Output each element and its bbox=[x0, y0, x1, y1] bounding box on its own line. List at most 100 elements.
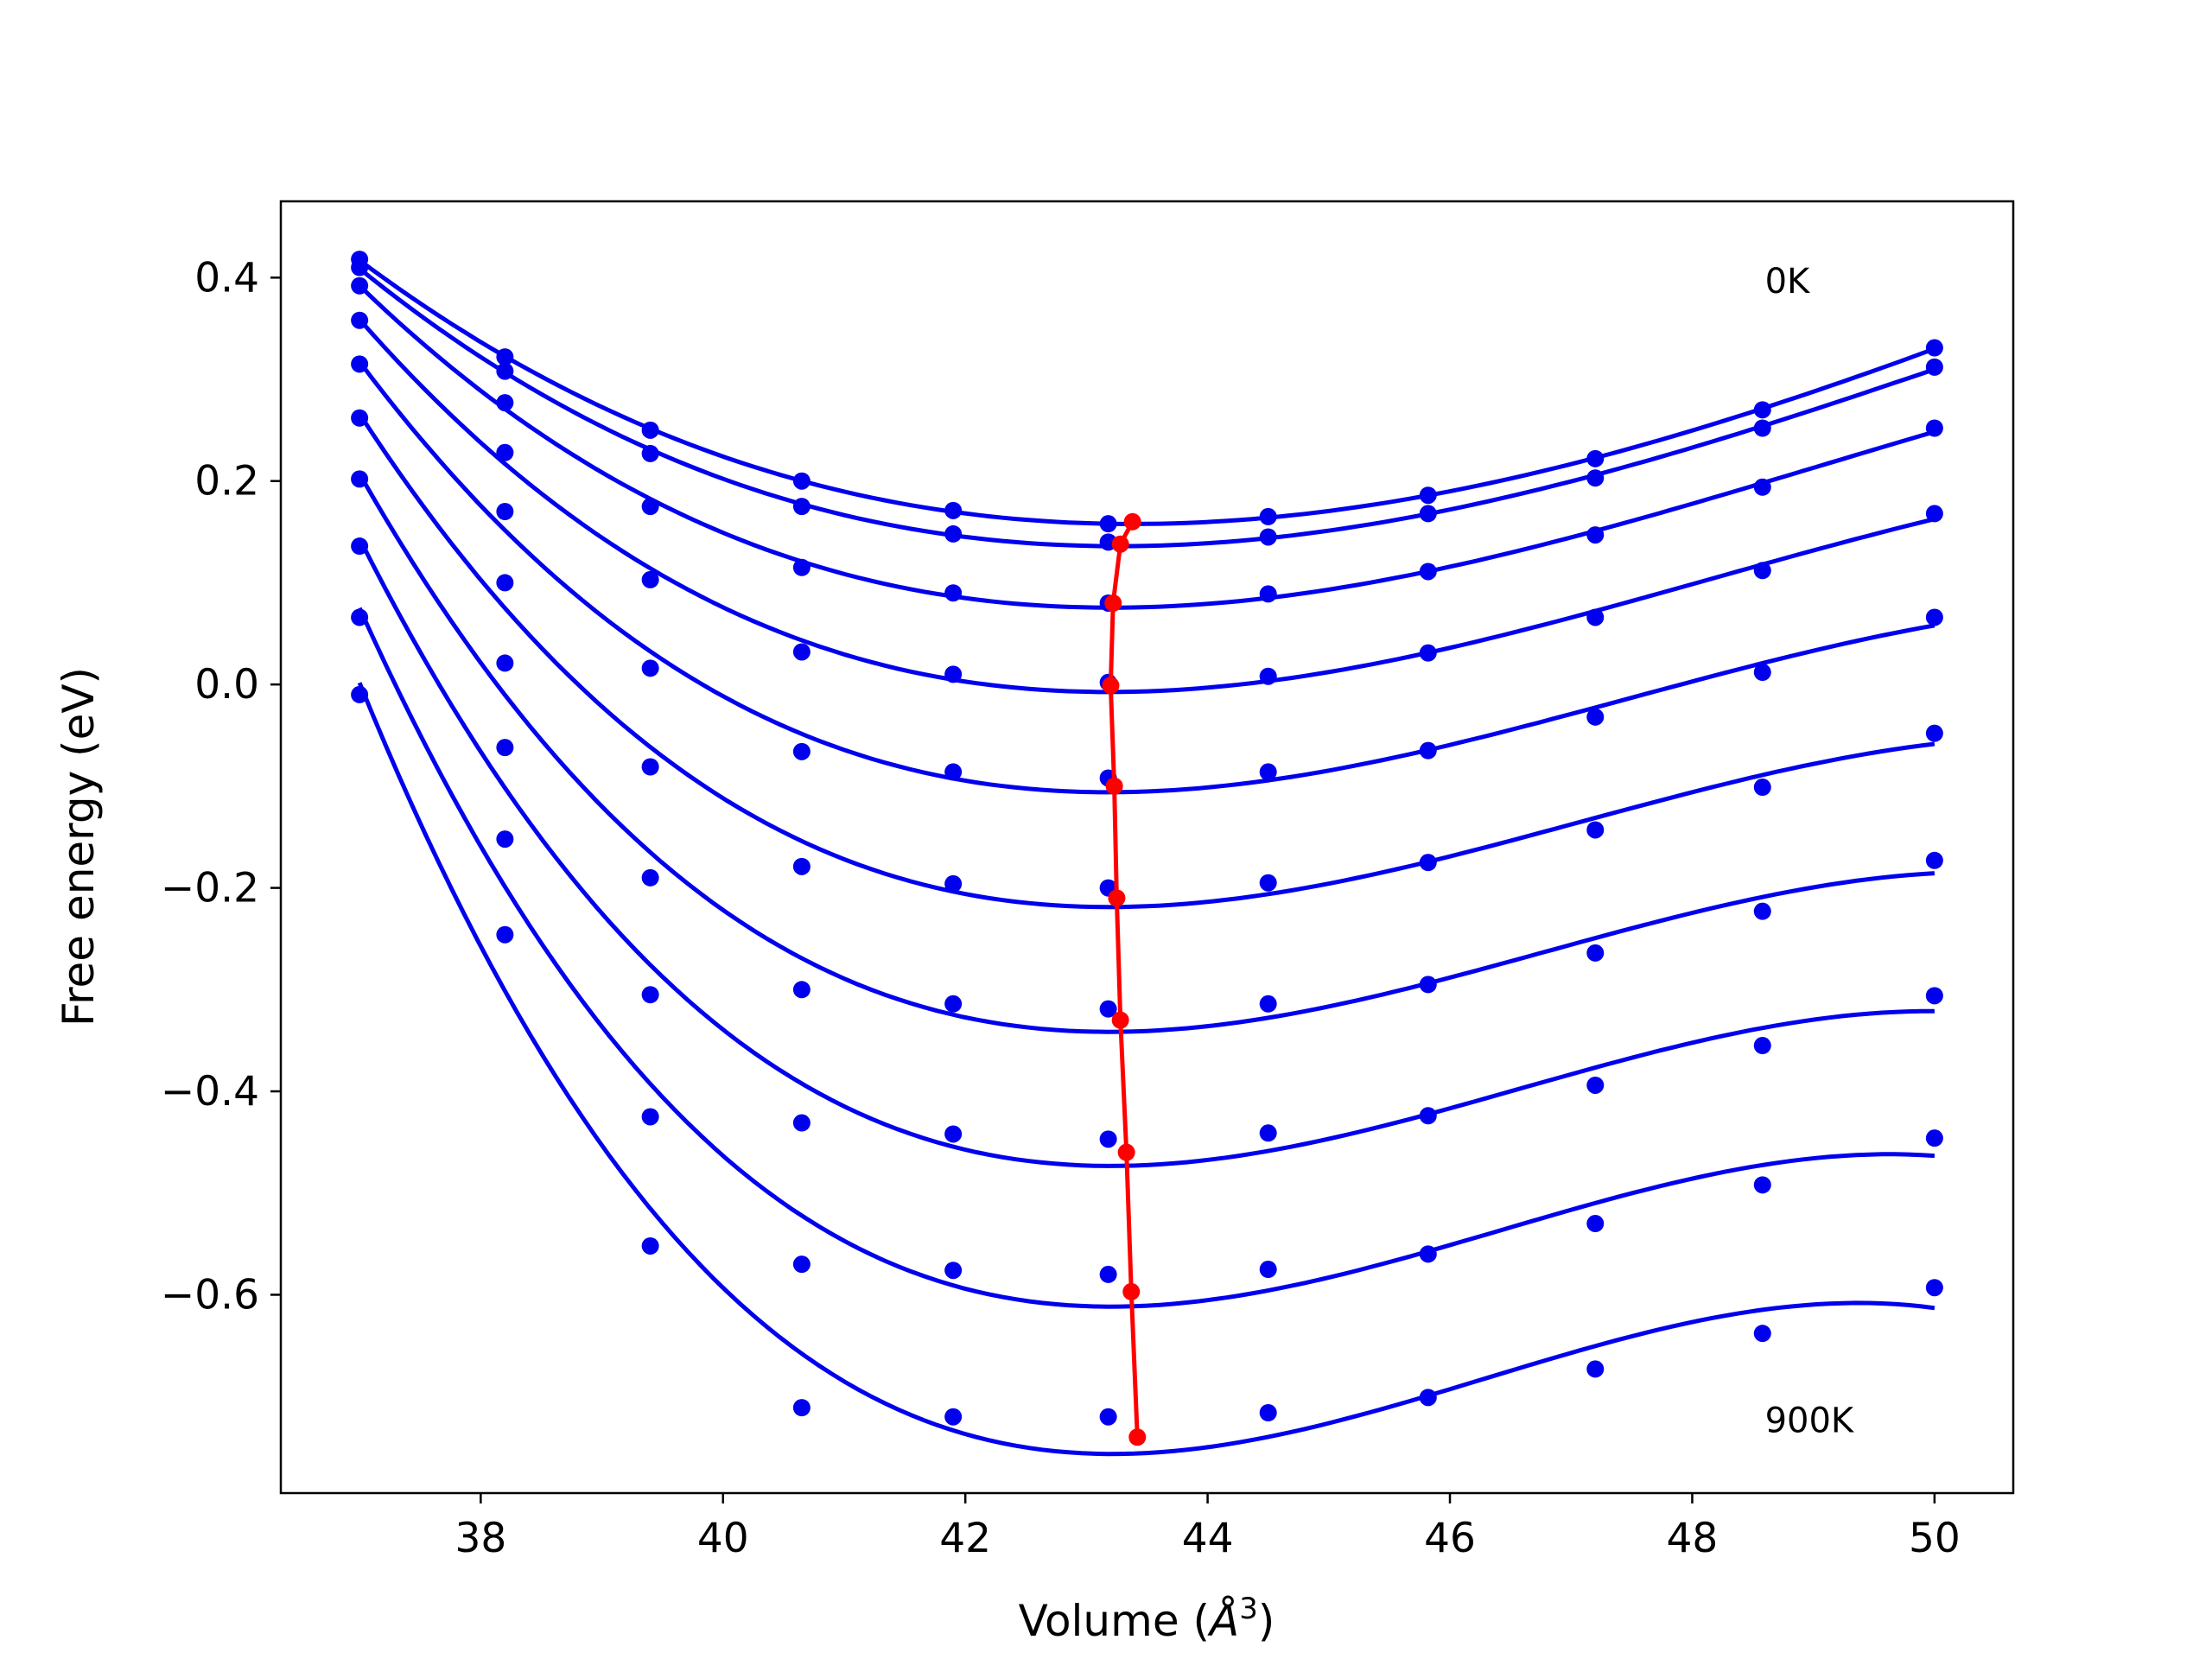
data-point-1-3 bbox=[792, 498, 810, 516]
data-point-0-8 bbox=[1586, 449, 1605, 467]
fit-curve-7 bbox=[357, 537, 1935, 1168]
data-point-5-0 bbox=[351, 409, 369, 427]
data-point-3-8 bbox=[1586, 608, 1605, 626]
data-point-9-9 bbox=[1753, 1325, 1771, 1343]
y-tick-label: 0.4 bbox=[194, 254, 259, 302]
data-point-4-7 bbox=[1419, 741, 1437, 760]
fit-curves bbox=[357, 258, 1936, 1457]
data-point-6-7 bbox=[1419, 976, 1437, 994]
data-point-5-8 bbox=[1586, 821, 1605, 839]
data-point-6-8 bbox=[1586, 944, 1605, 962]
data-point-0-2 bbox=[641, 421, 659, 439]
data-point-7-4 bbox=[944, 1125, 963, 1143]
minimum-point-7 bbox=[1117, 1143, 1135, 1161]
minimum-point-3 bbox=[1102, 677, 1120, 695]
annotation-900k: 900K bbox=[1765, 1401, 1855, 1440]
data-point-6-5 bbox=[1099, 1000, 1117, 1018]
data-point-0-1 bbox=[496, 348, 514, 366]
data-point-1-2 bbox=[641, 444, 659, 462]
data-point-1-0 bbox=[351, 258, 369, 276]
data-point-4-1 bbox=[496, 503, 514, 521]
data-point-1-9 bbox=[1753, 419, 1771, 437]
data-point-8-0 bbox=[351, 608, 369, 626]
data-point-8-1 bbox=[496, 830, 514, 849]
y-tick-label: −0.6 bbox=[161, 1271, 259, 1319]
data-point-8-3 bbox=[792, 1255, 810, 1274]
data-point-9-1 bbox=[496, 925, 514, 944]
data-point-6-0 bbox=[351, 470, 369, 488]
data-point-0-4 bbox=[944, 501, 963, 519]
data-point-5-3 bbox=[792, 857, 810, 875]
data-point-2-0 bbox=[351, 276, 369, 295]
minimum-point-9 bbox=[1128, 1428, 1147, 1446]
data-point-1-8 bbox=[1586, 469, 1605, 487]
data-point-7-7 bbox=[1419, 1107, 1437, 1125]
data-point-3-0 bbox=[351, 311, 369, 329]
data-point-1-10 bbox=[1925, 358, 1943, 376]
x-tick-label: 38 bbox=[454, 1515, 506, 1562]
data-point-4-3 bbox=[792, 742, 810, 760]
x-axis-label-symbol: Å bbox=[1207, 1596, 1239, 1646]
data-point-3-1 bbox=[496, 443, 514, 461]
data-point-7-5 bbox=[1099, 1130, 1117, 1148]
x-tick-label: 50 bbox=[1909, 1515, 1961, 1562]
data-point-6-9 bbox=[1753, 902, 1771, 920]
data-point-5-4 bbox=[944, 874, 963, 893]
data-point-1-6 bbox=[1259, 528, 1277, 546]
data-point-5-7 bbox=[1419, 854, 1437, 872]
y-tick-label: −0.4 bbox=[161, 1068, 259, 1116]
data-point-8-9 bbox=[1753, 1176, 1771, 1194]
data-point-1-4 bbox=[944, 524, 963, 543]
data-point-7-3 bbox=[792, 1114, 810, 1132]
data-point-8-5 bbox=[1099, 1265, 1117, 1283]
data-point-4-9 bbox=[1753, 664, 1771, 682]
data-point-5-9 bbox=[1753, 779, 1771, 797]
data-point-9-7 bbox=[1419, 1389, 1437, 1407]
data-point-6-3 bbox=[792, 981, 810, 999]
data-point-0-10 bbox=[1925, 339, 1943, 357]
minimum-point-6 bbox=[1111, 1011, 1129, 1029]
data-point-8-10 bbox=[1925, 1129, 1943, 1147]
axis-ticks: 38 40 42 44 46 48 50 −0.6 −0.4 −0.2 0.0 0.2 0.4 bbox=[161, 254, 1961, 1562]
data-point-4-6 bbox=[1259, 763, 1277, 781]
minima-line bbox=[1102, 512, 1147, 1446]
data-point-4-0 bbox=[351, 355, 369, 373]
data-point-3-7 bbox=[1419, 644, 1437, 662]
fit-curve-5 bbox=[358, 412, 1936, 910]
minimum-point-0 bbox=[1123, 512, 1141, 531]
x-tick-label: 48 bbox=[1667, 1515, 1719, 1562]
x-tick-label: 44 bbox=[1182, 1515, 1234, 1562]
plot-frame bbox=[279, 200, 2015, 1495]
data-point-0-3 bbox=[792, 472, 810, 490]
fit-curve-2 bbox=[358, 283, 1936, 610]
x-tick-label: 42 bbox=[939, 1515, 991, 1562]
data-point-4-4 bbox=[944, 763, 963, 781]
data-point-3-6 bbox=[1259, 667, 1277, 685]
y-tick-label: 0.2 bbox=[194, 458, 259, 505]
data-point-3-3 bbox=[792, 643, 810, 661]
fit-curve-0 bbox=[358, 258, 1936, 526]
data-point-6-2 bbox=[641, 868, 659, 887]
fit-curve-4 bbox=[358, 359, 1936, 795]
data-point-2-8 bbox=[1586, 526, 1605, 544]
data-point-6-10 bbox=[1925, 851, 1943, 869]
minimum-point-5 bbox=[1108, 889, 1126, 907]
data-point-5-2 bbox=[641, 758, 659, 776]
data-point-0-7 bbox=[1419, 486, 1437, 505]
data-point-0-6 bbox=[1259, 507, 1277, 525]
data-point-8-7 bbox=[1419, 1245, 1437, 1263]
data-point-7-1 bbox=[496, 739, 514, 757]
data-point-4-2 bbox=[641, 659, 659, 677]
data-point-8-2 bbox=[641, 1108, 659, 1126]
data-point-2-7 bbox=[1419, 563, 1437, 581]
data-point-7-2 bbox=[641, 986, 659, 1004]
data-point-3-2 bbox=[641, 570, 659, 588]
fit-curve-8 bbox=[357, 607, 1936, 1309]
data-point-7-10 bbox=[1925, 987, 1943, 1005]
data-point-8-4 bbox=[944, 1262, 963, 1280]
data-point-5-10 bbox=[1925, 724, 1943, 742]
y-tick-label: −0.2 bbox=[161, 865, 259, 912]
minimum-point-4 bbox=[1105, 777, 1123, 795]
minimum-point-8 bbox=[1122, 1282, 1141, 1300]
data-point-7-8 bbox=[1586, 1076, 1605, 1094]
